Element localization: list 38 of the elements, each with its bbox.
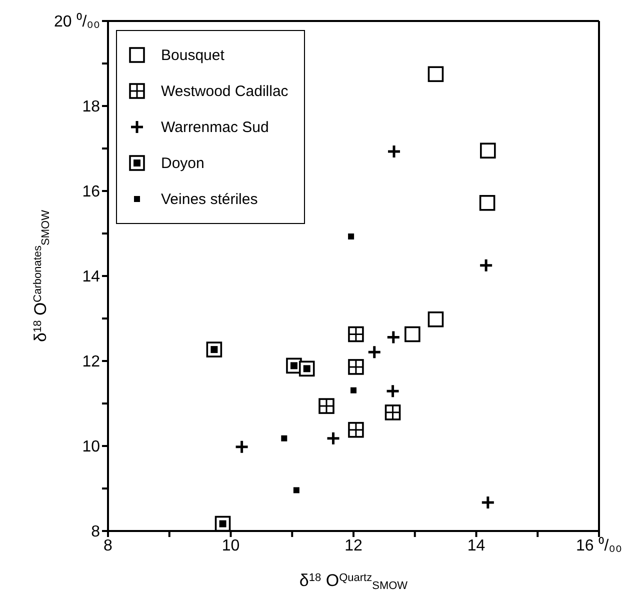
- point: [350, 387, 356, 394]
- point: [404, 326, 420, 342]
- point: [293, 487, 300, 494]
- legend-label: Veines stériles: [161, 190, 258, 208]
- point: [298, 360, 315, 377]
- y-tick-label: 20 ⁰/₀₀: [54, 12, 100, 31]
- x-tick-label: 16 ⁰/₀₀: [576, 536, 622, 554]
- y-tick-label: 18: [82, 98, 100, 116]
- point: [286, 358, 302, 374]
- point: [480, 142, 496, 159]
- point: [386, 384, 400, 398]
- point: [386, 330, 401, 344]
- point: [480, 495, 496, 510]
- x-tick-label: 10: [222, 537, 240, 554]
- point: [386, 144, 402, 159]
- point: [478, 258, 494, 273]
- legend-label: Westwood Cadillac: [161, 82, 288, 100]
- point: [214, 516, 231, 531]
- point: [206, 342, 222, 358]
- y-tick-label: 12: [82, 354, 100, 371]
- point: [326, 431, 340, 446]
- x-tick-label: 14: [467, 537, 486, 554]
- y-tick-label: 8: [91, 524, 100, 541]
- legend-label: Bousquet: [161, 46, 224, 64]
- y-tick-label: 16: [82, 184, 100, 201]
- point: [234, 440, 250, 454]
- point: [428, 311, 444, 328]
- legend-label: Warrenmac Sud: [161, 118, 269, 136]
- y-tick-label: 10: [82, 438, 100, 456]
- point: [367, 344, 382, 360]
- x-tick-label: 12: [344, 537, 362, 554]
- point: [428, 66, 444, 82]
- point: [348, 233, 354, 240]
- y-tick-label: 14: [82, 268, 100, 286]
- x-tick-label: 8: [104, 537, 113, 554]
- legend-label: Doyon: [161, 154, 204, 172]
- point: [281, 435, 288, 442]
- point: [479, 195, 496, 211]
